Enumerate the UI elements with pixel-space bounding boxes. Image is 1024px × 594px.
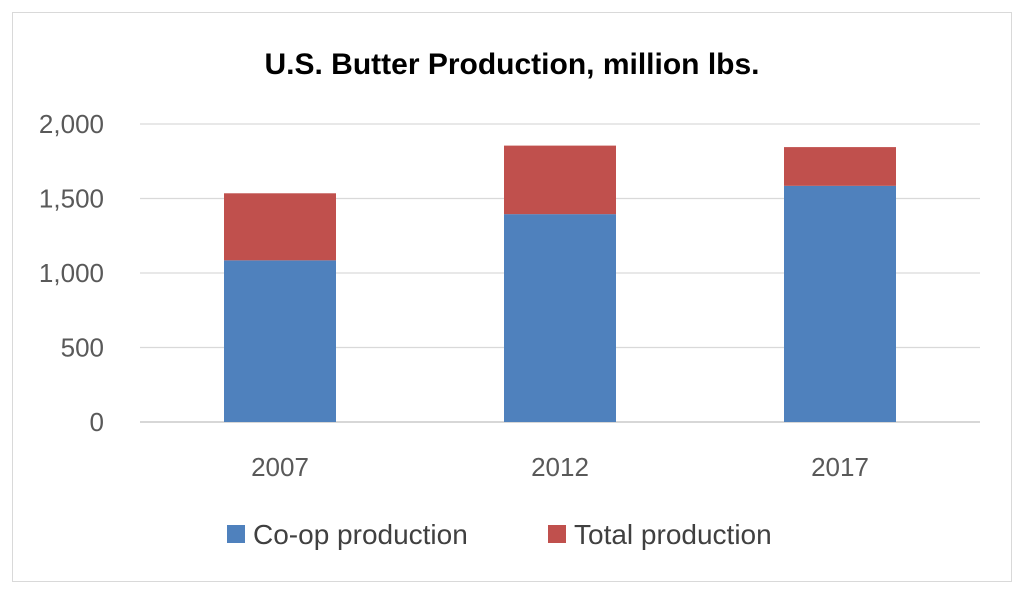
bar-co-op-production-2017 (784, 185, 896, 422)
legend-label: Total production (574, 519, 772, 550)
y-tick-label: 500 (61, 333, 104, 363)
x-tick-label: 2017 (811, 452, 869, 482)
bar-co-op-production-2012 (504, 214, 616, 422)
y-tick-label: 2,000 (39, 109, 104, 139)
legend: Co-op production Total production (227, 519, 772, 550)
bar-total-production-2012 (504, 145, 616, 215)
bar-total-production-2017 (784, 147, 896, 186)
y-tick-label: 0 (90, 407, 104, 437)
bar-total-production-2007 (224, 193, 336, 261)
y-tick-label: 1,000 (39, 258, 104, 288)
x-tick-label: 2012 (531, 452, 589, 482)
y-tick-label: 1,500 (39, 184, 104, 214)
chart-title: U.S. Butter Production, million lbs. (264, 48, 759, 81)
x-tick-label: 2007 (251, 452, 309, 482)
y-axis-ticks: 0 500 1,000 1,500 2,000 (39, 109, 104, 437)
x-axis-ticks: 2007 2012 2017 (251, 452, 869, 482)
bar-co-op-production-2007 (224, 260, 336, 422)
bars (224, 145, 896, 422)
legend-label: Co-op production (253, 519, 468, 550)
legend-swatch (548, 525, 566, 543)
legend-swatch (227, 525, 245, 543)
